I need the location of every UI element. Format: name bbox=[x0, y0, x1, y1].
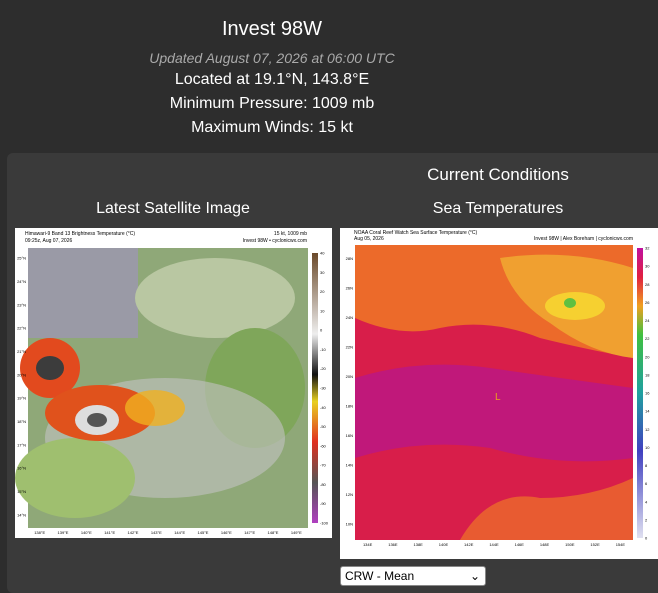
colorbar-label: 30 bbox=[645, 264, 650, 269]
x-tick-label: 142E bbox=[464, 542, 474, 547]
x-tick-label: 144°E bbox=[174, 530, 185, 535]
y-tick-label: 25°N bbox=[17, 256, 26, 261]
colorbar-label: -10 bbox=[320, 347, 327, 352]
colorbar-label: 30 bbox=[320, 270, 325, 275]
colorbar-label: -90 bbox=[320, 501, 327, 506]
y-tick-label: 14N bbox=[346, 462, 353, 467]
colorbar-label: 0 bbox=[645, 536, 648, 541]
colorbar-label: 2 bbox=[645, 517, 648, 522]
updated: Updated August 07, 2026 at 06:00 UTC bbox=[149, 50, 395, 66]
dropdown[interactable]: CRW - Mean ⌄ bbox=[340, 566, 486, 586]
x-tick-label: 146E bbox=[515, 542, 525, 547]
colorbar-label: -80 bbox=[320, 482, 327, 487]
colorbar-label: -50 bbox=[320, 424, 327, 429]
chevron: ⌄ bbox=[469, 569, 480, 583]
x-tick-label: 150E bbox=[565, 542, 575, 547]
colorbar-label: 32 bbox=[645, 246, 650, 251]
colorbar-label: 22 bbox=[645, 336, 650, 341]
x-tick-label: 138E bbox=[414, 542, 424, 547]
colorbar-label: 16 bbox=[645, 391, 650, 396]
x-tick-label: 136E bbox=[388, 542, 398, 547]
x-tick-label: 147°E bbox=[244, 530, 255, 535]
colorbar-label: -70 bbox=[320, 463, 327, 468]
location: Located at 19.1°N, 143.8°E bbox=[174, 71, 370, 88]
sst-image[interactable]: L NOAA Coral Reef Watch Sea Surface Temp… bbox=[340, 228, 658, 559]
y-tick-label: 20N bbox=[346, 374, 353, 379]
x-tick-label: 143°E bbox=[151, 530, 162, 535]
x-tick-label: 139°E bbox=[58, 530, 69, 535]
colorbar-label: 24 bbox=[645, 318, 650, 323]
colorbar-label: 6 bbox=[645, 481, 648, 486]
y-tick-label: 17°N bbox=[17, 442, 26, 447]
x-tick-label: 134E bbox=[363, 542, 373, 547]
x-tick-label: 144E bbox=[489, 542, 499, 547]
y-tick-label: 12N bbox=[346, 492, 353, 497]
x-tick-label: 145°E bbox=[198, 530, 209, 535]
x-tick-label: 142°E bbox=[128, 530, 139, 535]
panel-title: Current Conditions bbox=[427, 165, 569, 184]
y-tick-label: 24N bbox=[346, 315, 353, 320]
sat-image-title: Himawari-9 Band 13 Brightness Temperatur… bbox=[25, 231, 135, 237]
colorbar-label: 26 bbox=[645, 300, 650, 305]
x-tick-label: 148°E bbox=[268, 530, 279, 535]
storm-marker: L bbox=[495, 392, 501, 403]
storm-title: Invest 98W bbox=[221, 18, 323, 40]
x-tick-label: 152E bbox=[590, 542, 600, 547]
pressure: Minimum Pressure: 1009 mb bbox=[169, 95, 375, 112]
colorbar-label: 0 bbox=[320, 328, 323, 333]
y-tick-label: 14°N bbox=[17, 512, 26, 517]
colorbar-label: 18 bbox=[645, 372, 650, 377]
x-tick-label: 154E bbox=[616, 542, 626, 547]
sst-image-credit: Invest 98W | Alex Boreham | cyclonicwx.c… bbox=[534, 236, 633, 242]
sat-image-info: 15 kt, 1009 mb bbox=[274, 231, 307, 237]
y-tick-label: 23°N bbox=[17, 302, 26, 307]
x-tick-label: 148E bbox=[540, 542, 550, 547]
satellite-image[interactable]: Himawari-9 Band 13 Brightness Temperatur… bbox=[15, 228, 332, 538]
y-tick-label: 10N bbox=[346, 521, 353, 526]
x-tick-label: 138°E bbox=[34, 530, 45, 535]
sat-image-time: 09:25z, Aug 07, 2026 bbox=[25, 238, 72, 244]
colorbar-label: -40 bbox=[320, 405, 327, 410]
colorbar-label: 4 bbox=[645, 499, 648, 504]
y-tick-label: 16°N bbox=[17, 466, 26, 471]
y-tick-label: 18N bbox=[346, 403, 353, 408]
colorbar-label: 20 bbox=[320, 289, 325, 294]
y-tick-label: 26N bbox=[346, 285, 353, 290]
y-tick-label: 22N bbox=[346, 344, 353, 349]
x-tick-label: 140°E bbox=[81, 530, 92, 535]
x-tick-label: 140E bbox=[439, 542, 449, 547]
y-tick-label: 15°N bbox=[17, 489, 26, 494]
sst-image-title: NOAA Coral Reef Watch Sea Surface Temper… bbox=[354, 230, 477, 236]
colorbar-label: -60 bbox=[320, 443, 327, 448]
colorbar-label: -20 bbox=[320, 366, 327, 371]
y-tick-label: 21°N bbox=[17, 349, 26, 354]
colorbar-label: 10 bbox=[645, 445, 650, 450]
y-tick-label: 22°N bbox=[17, 326, 26, 331]
x-tick-label: 146°E bbox=[221, 530, 232, 535]
x-tick-label: 141°E bbox=[104, 530, 115, 535]
colorbar-label: -30 bbox=[320, 386, 327, 391]
colorbar-label: 14 bbox=[645, 409, 650, 414]
colorbar-label: 12 bbox=[645, 427, 650, 432]
y-tick-label: 28N bbox=[346, 256, 353, 261]
colorbar-label: 8 bbox=[645, 463, 648, 468]
y-tick-label: 24°N bbox=[17, 279, 26, 284]
y-tick-label: 18°N bbox=[17, 419, 26, 424]
page: Invest 98W Updated August 07, 2026 at 06… bbox=[7, 18, 658, 593]
x-tick-label: 149°E bbox=[291, 530, 302, 535]
colorbar-label: 20 bbox=[645, 354, 650, 359]
sat-heading: Latest Satellite Image bbox=[96, 200, 250, 217]
winds: Maximum Winds: 15 kt bbox=[191, 119, 353, 136]
colorbar-label: 10 bbox=[320, 308, 325, 313]
dropdown-value: CRW - Mean bbox=[345, 569, 415, 583]
sst-image-date: Aug 05, 2026 bbox=[354, 236, 384, 242]
y-tick-label: 16N bbox=[346, 433, 353, 438]
colorbar-label: 40 bbox=[320, 251, 325, 256]
y-tick-label: 19°N bbox=[17, 396, 26, 401]
colorbar-label: 28 bbox=[645, 282, 650, 287]
sst-heading: Sea Temperatures bbox=[432, 200, 564, 217]
sat-image-credit: Invest 98W • cyclonicwx.com bbox=[243, 238, 307, 244]
colorbar-label: -100 bbox=[320, 521, 329, 526]
y-tick-label: 20°N bbox=[17, 372, 26, 377]
